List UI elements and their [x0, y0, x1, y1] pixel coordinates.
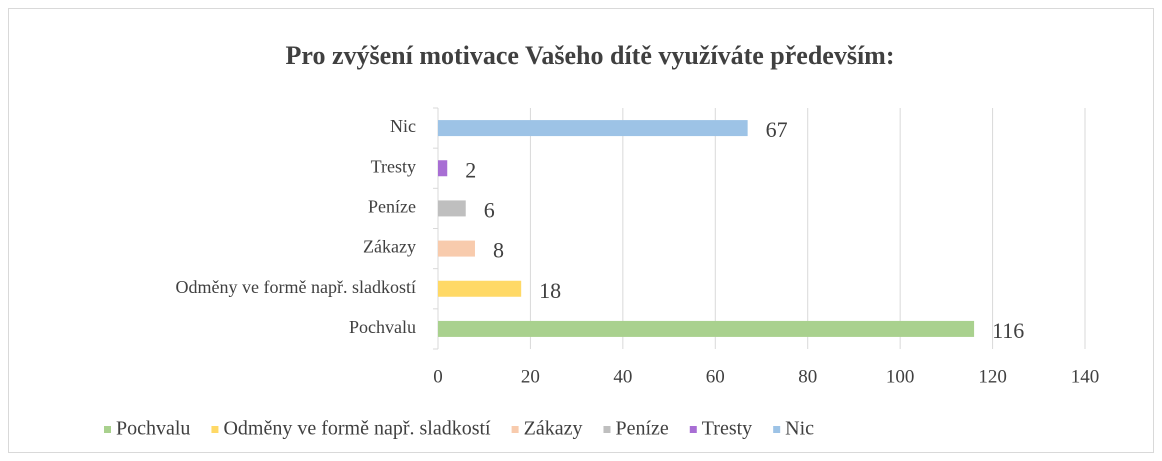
x-tick-label: 40: [613, 366, 632, 387]
legend-marker: [104, 426, 111, 433]
bar: [438, 200, 466, 217]
legend-label: Zákazy: [524, 418, 583, 440]
legend-label: Pochvalu: [116, 418, 190, 440]
bar: [438, 120, 748, 137]
legend-label: Peníze: [615, 418, 668, 440]
y-tick-label: Odměny ve formě např. sladkostí: [176, 277, 416, 297]
x-tick-label: 120: [978, 366, 1007, 387]
y-tick-label: Nic: [390, 116, 416, 136]
y-tick-label: Tresty: [371, 156, 416, 176]
data-label: 6: [484, 197, 495, 222]
legend-marker: [773, 426, 781, 433]
data-label: 18: [539, 278, 561, 303]
legend-marker: [689, 426, 697, 433]
x-tick-label: 60: [706, 366, 725, 387]
x-tick-label: 20: [521, 366, 540, 387]
bar: [438, 320, 975, 337]
legend-marker: [511, 426, 519, 433]
chart-border: [8, 8, 1154, 453]
x-tick-label: 0: [433, 366, 443, 387]
legend-label: Tresty: [702, 418, 752, 440]
chart-title: Pro zvýšení motivace Vašeho dítě využívá…: [286, 41, 895, 70]
legend-label: Odměny ve formě např. sladkostí: [223, 418, 491, 440]
bar: [438, 240, 475, 257]
bar: [438, 280, 522, 297]
data-label: 2: [465, 157, 476, 182]
x-tick-label: 100: [886, 366, 915, 387]
y-tick-label: Peníze: [368, 197, 416, 217]
legend-label: Nic: [785, 418, 814, 440]
x-tick-label: 140: [1071, 366, 1100, 387]
legend-marker: [211, 426, 219, 433]
bar: [438, 160, 448, 177]
data-label: 116: [992, 318, 1024, 343]
data-label: 67: [766, 117, 788, 142]
legend-marker: [603, 426, 611, 433]
y-tick-label: Zákazy: [363, 237, 416, 257]
x-tick-label: 80: [798, 366, 817, 387]
y-tick-label: Pochvalu: [349, 317, 416, 337]
data-label: 8: [493, 238, 504, 263]
